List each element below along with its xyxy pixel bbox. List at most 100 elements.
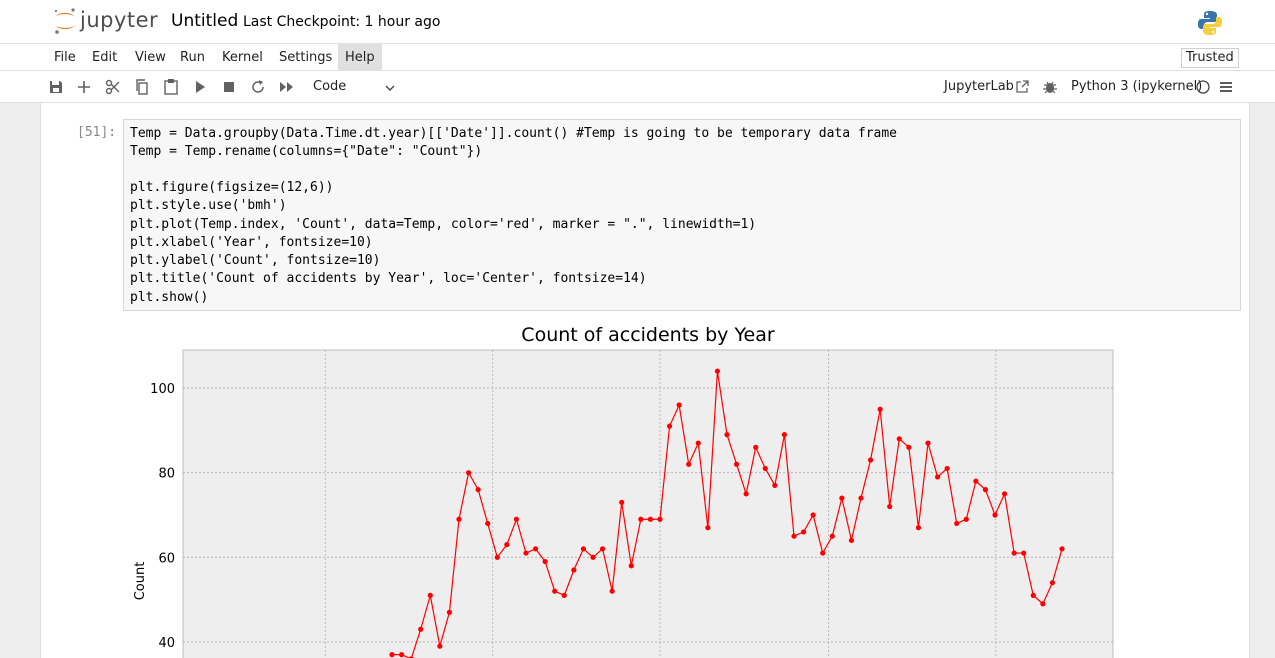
cell-type-select[interactable]: Code bbox=[313, 79, 347, 94]
open-jupyterlab-link[interactable]: JupyterLab bbox=[944, 79, 1014, 94]
data-point bbox=[571, 567, 577, 573]
data-point bbox=[762, 465, 768, 472]
data-point bbox=[877, 406, 883, 412]
data-point bbox=[887, 503, 893, 510]
data-point bbox=[523, 550, 529, 556]
data-point bbox=[858, 495, 864, 501]
data-point bbox=[896, 436, 902, 442]
data-point bbox=[1040, 601, 1046, 607]
data-point bbox=[906, 444, 912, 450]
horizontal-gridlines bbox=[183, 387, 1113, 643]
menu-kernel[interactable]: Kernel bbox=[222, 50, 263, 65]
cut-icon[interactable] bbox=[104, 78, 122, 96]
data-point bbox=[743, 491, 749, 497]
data-point bbox=[705, 525, 711, 531]
jupyter-wordmark: jupyter bbox=[80, 8, 159, 32]
kernel-name[interactable]: Python 3 (ipykernel) bbox=[1071, 79, 1203, 94]
data-point bbox=[609, 588, 615, 594]
data-point bbox=[695, 440, 701, 446]
data-point bbox=[848, 537, 855, 543]
code-line: Temp = Temp.rename(columns={"Date": "Cou… bbox=[130, 144, 483, 159]
top-header: jupyter Untitled Last Checkpoint: 1 hour… bbox=[0, 0, 1275, 43]
data-point bbox=[590, 554, 596, 560]
data-point bbox=[963, 516, 969, 522]
data-point bbox=[676, 402, 682, 408]
data-point bbox=[599, 546, 606, 552]
data-point bbox=[982, 487, 989, 493]
data-point bbox=[954, 520, 960, 527]
data-point bbox=[542, 558, 548, 565]
data-point bbox=[532, 546, 539, 552]
menu-help[interactable]: Help bbox=[338, 44, 382, 71]
run-icon[interactable] bbox=[191, 78, 209, 96]
output-chart: Count of accidents by Year 40 60 80 100 Cou… bbox=[133, 324, 1114, 658]
fast-forward-icon[interactable] bbox=[278, 78, 296, 96]
notebook-title[interactable]: Untitled bbox=[171, 11, 239, 31]
notebook-toolbar: Code JupyterLab Python 3 (ipykernel) bbox=[0, 71, 1275, 103]
data-point bbox=[973, 478, 979, 484]
stop-icon[interactable] bbox=[220, 78, 238, 96]
data-point bbox=[475, 487, 481, 493]
data-point bbox=[772, 482, 778, 488]
insert-cell-icon[interactable] bbox=[75, 78, 93, 96]
data-point bbox=[934, 474, 941, 480]
plot-area bbox=[182, 349, 1114, 658]
data-point bbox=[552, 588, 558, 594]
y-tick-label: 60 bbox=[158, 551, 175, 566]
save-icon[interactable] bbox=[47, 78, 65, 96]
series-count bbox=[389, 368, 1065, 658]
data-point bbox=[1021, 550, 1027, 556]
menu-bar: File Edit View Run Kernel Settings Help … bbox=[0, 43, 1275, 71]
data-point bbox=[839, 495, 845, 501]
menu-view[interactable]: View bbox=[135, 50, 166, 65]
data-point bbox=[418, 626, 424, 632]
data-point bbox=[427, 592, 433, 598]
data-point bbox=[791, 533, 797, 539]
trusted-indicator[interactable]: Trusted bbox=[1181, 48, 1239, 68]
copy-icon[interactable] bbox=[133, 78, 151, 96]
chart-title: Count of accidents by Year bbox=[521, 324, 775, 346]
restart-icon[interactable] bbox=[249, 78, 267, 96]
data-point bbox=[1059, 546, 1065, 552]
paste-icon[interactable] bbox=[162, 78, 180, 96]
jupyter-logo[interactable]: jupyter bbox=[52, 6, 162, 38]
data-point bbox=[398, 652, 405, 658]
data-point bbox=[1011, 550, 1017, 556]
data-point bbox=[714, 368, 721, 374]
data-point bbox=[753, 444, 759, 450]
code-line: plt.plot(Temp.index, 'Count', data=Temp,… bbox=[130, 217, 757, 232]
jupyter-logo-icon bbox=[54, 8, 75, 34]
data-point bbox=[810, 512, 816, 518]
data-point bbox=[992, 512, 998, 518]
menu-file[interactable]: File bbox=[54, 50, 76, 65]
data-point bbox=[456, 516, 462, 522]
data-point bbox=[561, 592, 567, 598]
data-point bbox=[647, 516, 654, 522]
data-point bbox=[628, 563, 634, 569]
python-logo-icon bbox=[1198, 11, 1222, 35]
code-line: plt.show() bbox=[130, 290, 209, 305]
data-point bbox=[925, 440, 931, 446]
menu-list-icon[interactable] bbox=[1218, 79, 1234, 95]
code-line: plt.xlabel('Year', fontsize=10) bbox=[130, 235, 373, 250]
data-point bbox=[944, 465, 950, 472]
external-link-icon[interactable] bbox=[1015, 79, 1030, 94]
data-point bbox=[504, 542, 510, 548]
data-point bbox=[619, 499, 625, 505]
data-point bbox=[437, 643, 443, 649]
code-cell-editor[interactable]: Temp = Data.groupby(Data.Time.dt.year)[[… bbox=[123, 119, 1241, 311]
kernel-status-idle-icon bbox=[1196, 80, 1210, 94]
data-point bbox=[1030, 592, 1036, 598]
data-point bbox=[494, 554, 500, 560]
chevron-down-icon[interactable] bbox=[384, 82, 396, 94]
data-point bbox=[485, 520, 491, 527]
data-point bbox=[1001, 491, 1008, 497]
code-line: plt.ylabel('Count', fontsize=10) bbox=[130, 253, 381, 268]
menu-edit[interactable]: Edit bbox=[92, 50, 118, 65]
menu-run[interactable]: Run bbox=[180, 50, 205, 65]
data-point bbox=[1049, 580, 1056, 586]
data-point bbox=[666, 423, 673, 429]
menu-settings[interactable]: Settings bbox=[279, 50, 333, 65]
bug-icon[interactable] bbox=[1042, 79, 1058, 95]
data-point bbox=[724, 432, 730, 438]
